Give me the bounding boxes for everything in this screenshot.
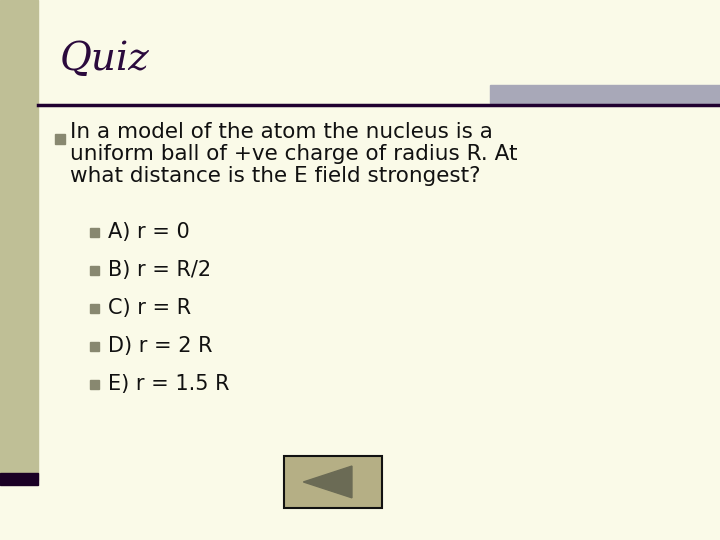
Text: Quiz: Quiz xyxy=(60,42,150,78)
Bar xyxy=(90,342,99,351)
Text: B) r = R/2: B) r = R/2 xyxy=(108,260,211,280)
Polygon shape xyxy=(303,466,352,498)
Bar xyxy=(90,228,99,237)
Bar xyxy=(90,266,99,275)
Text: C) r = R: C) r = R xyxy=(108,298,191,318)
Bar xyxy=(490,85,720,103)
Text: E) r = 1.5 R: E) r = 1.5 R xyxy=(108,374,230,394)
Bar xyxy=(0,0,38,480)
Text: D) r = 2 R: D) r = 2 R xyxy=(108,336,212,356)
Bar xyxy=(0,473,38,485)
Bar xyxy=(90,304,99,313)
Bar xyxy=(284,456,382,508)
Bar xyxy=(90,380,99,389)
Text: A) r = 0: A) r = 0 xyxy=(108,222,190,242)
Bar xyxy=(55,134,65,144)
Text: uniform ball of +ve charge of radius R. At: uniform ball of +ve charge of radius R. … xyxy=(70,144,518,164)
Text: In a model of the atom the nucleus is a: In a model of the atom the nucleus is a xyxy=(70,122,493,142)
Text: what distance is the E field strongest?: what distance is the E field strongest? xyxy=(70,166,480,186)
